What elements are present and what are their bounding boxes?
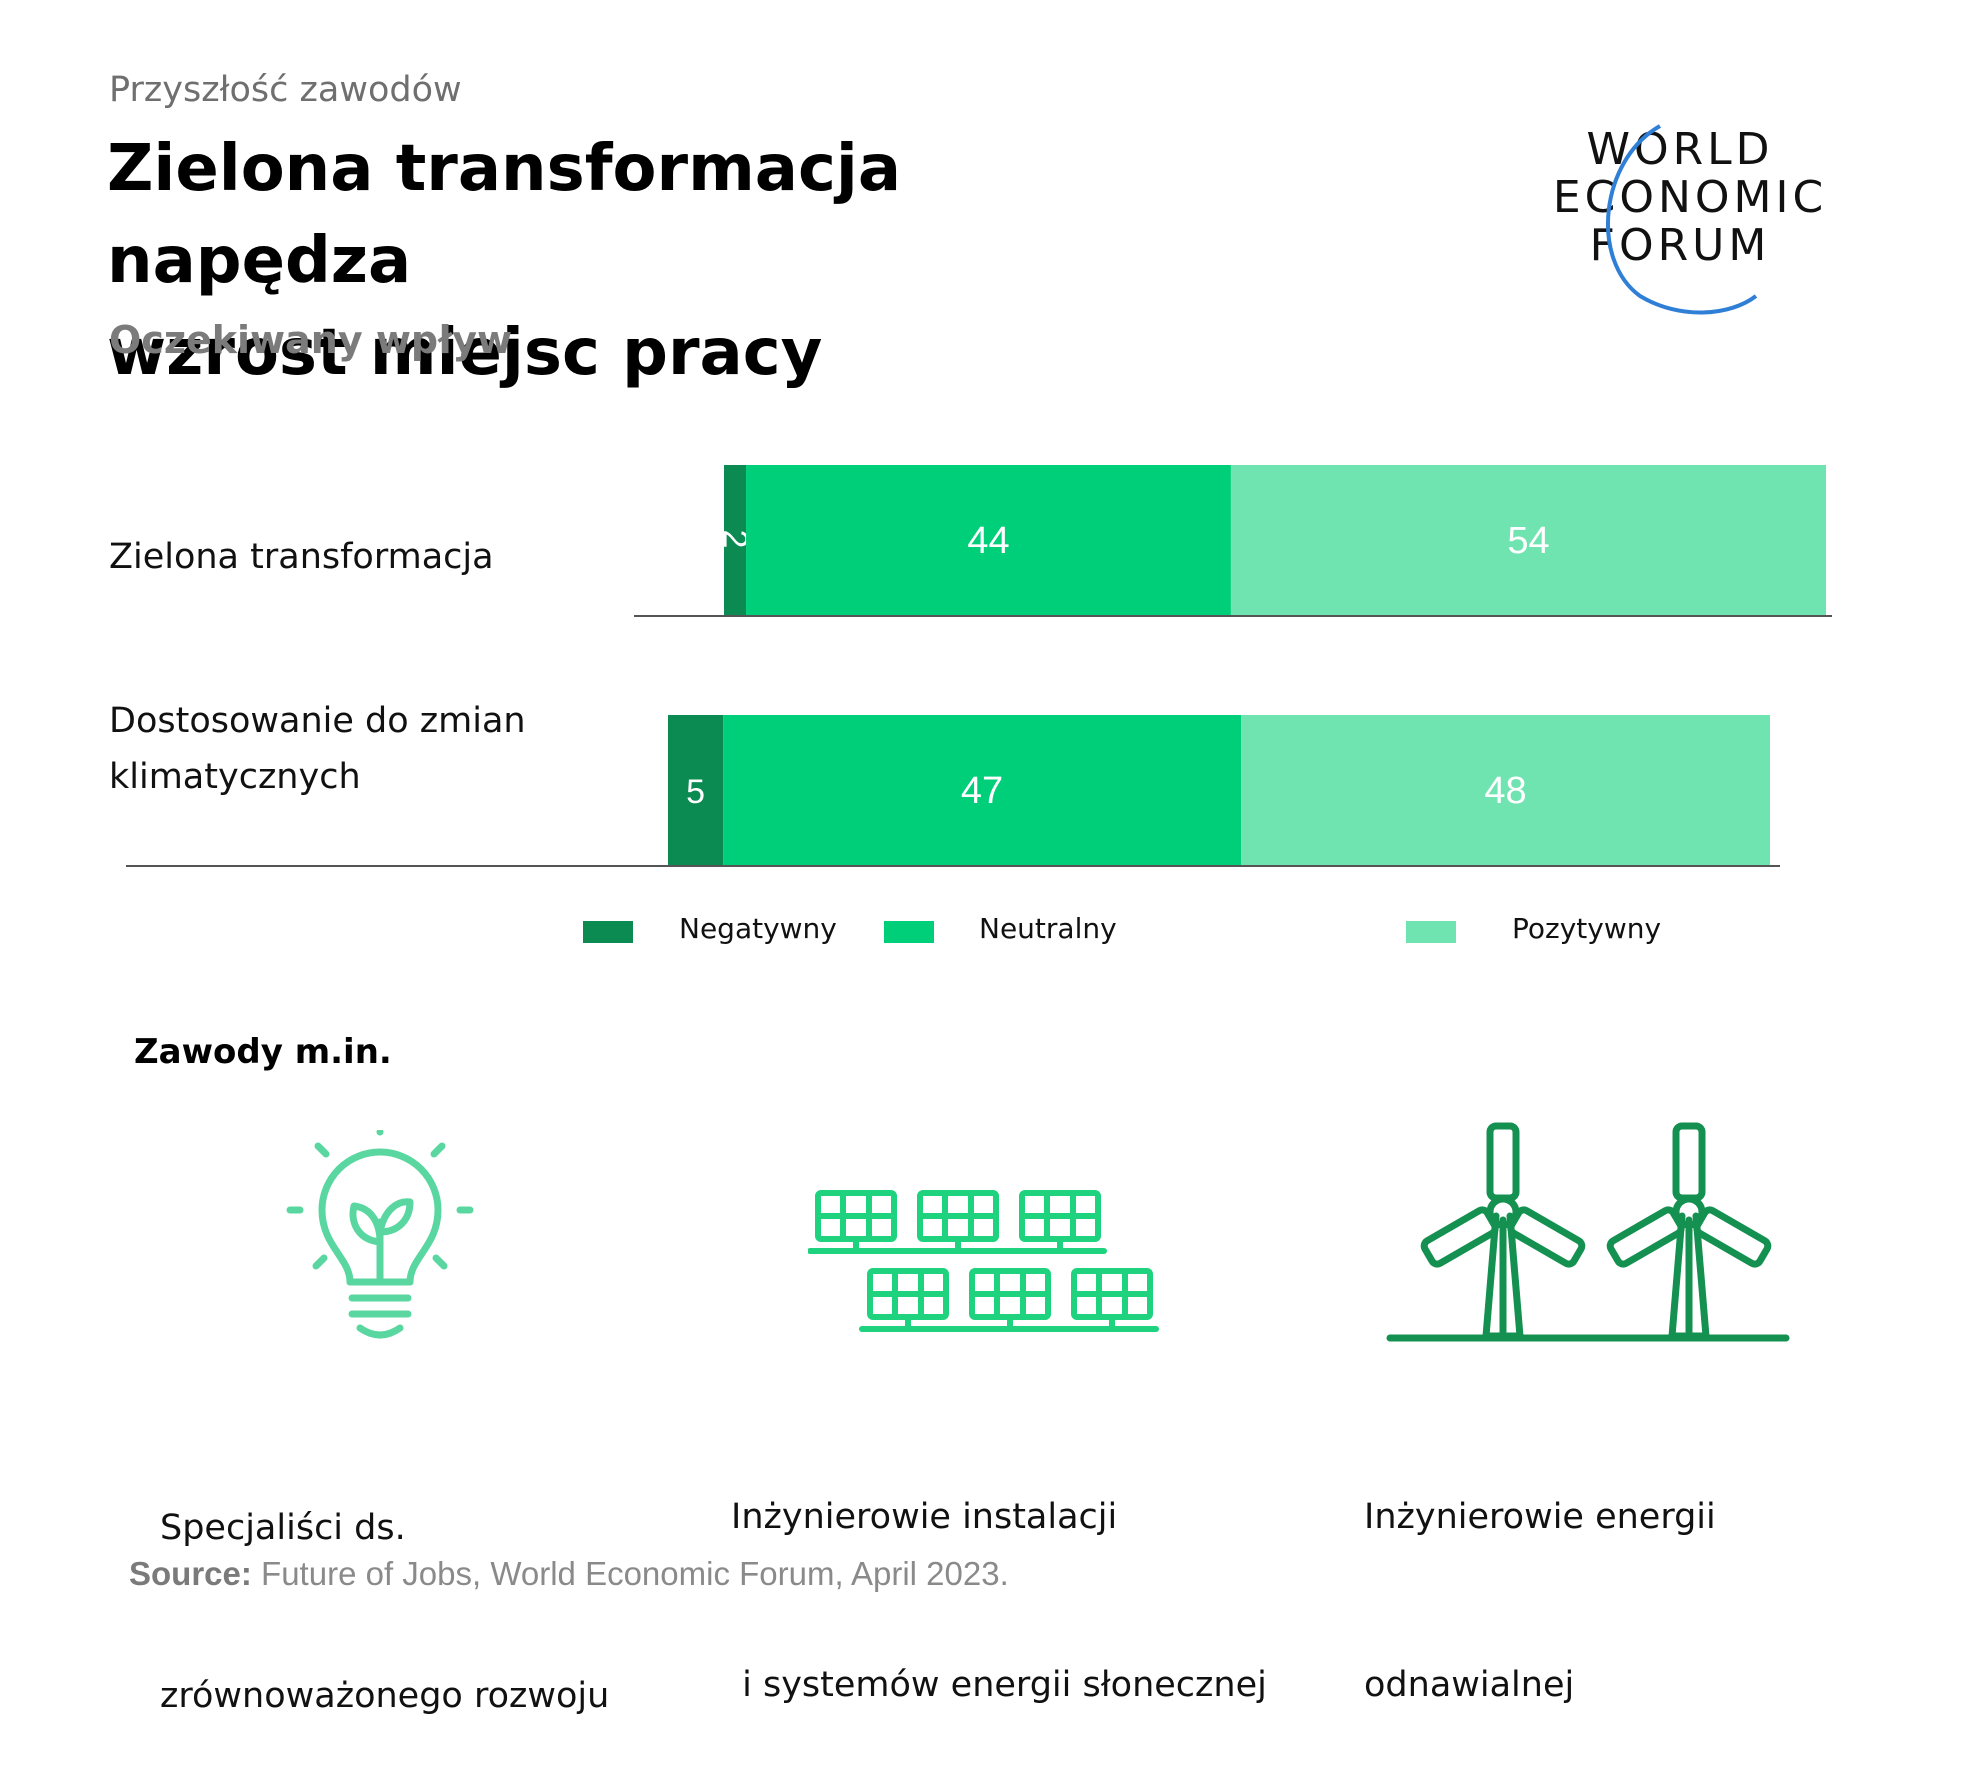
legend-swatch-negative	[583, 921, 633, 943]
solar-panels-icon	[808, 1190, 1159, 1332]
job-label-2: Inżynierowie energii odnawialnej	[1364, 1377, 1716, 1769]
job-label-1-line-1: Inżynierowie instalacji	[731, 1497, 1118, 1537]
value-label-neutral-1: 47	[961, 770, 1003, 812]
legend-swatch-positive	[1406, 921, 1456, 943]
category-label-1-line-2: klimatycznych	[109, 757, 361, 797]
value-label-neutral-0: 44	[967, 520, 1009, 562]
value-label-negative-1: 5	[686, 773, 705, 811]
legend-swatch-neutral	[884, 921, 934, 943]
solar-panel	[1071, 1268, 1153, 1329]
category-label-0: Zielona transformacja	[109, 529, 494, 585]
bar-positive-0	[1230, 465, 1826, 615]
logo-line-2: ECONOMIC	[1553, 172, 1827, 223]
solar-panel	[1019, 1190, 1101, 1251]
bar-neutral-0	[746, 465, 1231, 615]
legend-label-neutral: Neutralny	[979, 912, 1117, 945]
value-label-positive-1: 48	[1484, 770, 1526, 812]
legend-label-positive: Pozytywny	[1512, 912, 1662, 945]
jobs-heading: Zawody m.in.	[134, 1032, 392, 1072]
source-label: Source:	[129, 1555, 252, 1592]
title-line-1: Zielona transformacja napędza	[107, 132, 901, 298]
job-label-1-line-2: i systemów energii słonecznej	[731, 1665, 1267, 1705]
logo-line-3: FORUM	[1590, 220, 1771, 271]
kicker-text: Przyszłość zawodów	[109, 70, 462, 110]
stacked-bar-chart: 2 44 54 5 47 48	[126, 465, 1832, 867]
value-label-negative-0: 2	[716, 530, 754, 549]
job-label-2-line-1: Inżynierowie energii	[1364, 1497, 1716, 1537]
bar-negative-1	[668, 715, 724, 865]
job-label-0-line-1: Specjaliści ds.	[160, 1508, 406, 1548]
value-label-positive-0: 54	[1507, 520, 1549, 562]
source-text: Future of Jobs, World Economic Forum, Ap…	[251, 1555, 1009, 1592]
subtitle: Oczekiwany wpływ	[109, 318, 513, 362]
lightbulb-icon	[286, 1130, 474, 1339]
wef-logo: WORLD ECONOMIC FORUM	[1553, 124, 1827, 315]
category-label-1: Dostosowanie do zmian klimatycznych	[109, 693, 526, 805]
bar-negative-0	[724, 465, 747, 615]
job-label-2-line-2: odnawialnej	[1364, 1665, 1575, 1705]
legend-label-negative: Negatywny	[679, 912, 837, 945]
logo-arc	[1605, 124, 1758, 315]
solar-panel	[969, 1268, 1051, 1329]
source-note: Source: Future of Jobs, World Economic F…	[129, 1555, 1009, 1593]
solar-panel	[917, 1190, 999, 1251]
logo-line-1: WORLD	[1586, 124, 1773, 175]
category-label-1-line-1: Dostosowanie do zmian	[109, 701, 526, 741]
category-label-0-line-1: Zielona transformacja	[109, 537, 494, 577]
wind-turbines-icon	[1386, 1122, 1790, 1342]
job-label-0-line-2: zrównoważonego rozwoju	[160, 1676, 610, 1716]
bar-positive-1	[1241, 715, 1770, 865]
bar-neutral-1	[723, 715, 1242, 865]
page-title: Zielona transformacja napędza wzrost mie…	[107, 123, 1207, 399]
solar-panel	[815, 1190, 897, 1251]
title-line-2: wzrost miejsc pracy	[107, 316, 823, 390]
solar-panel	[867, 1268, 949, 1329]
